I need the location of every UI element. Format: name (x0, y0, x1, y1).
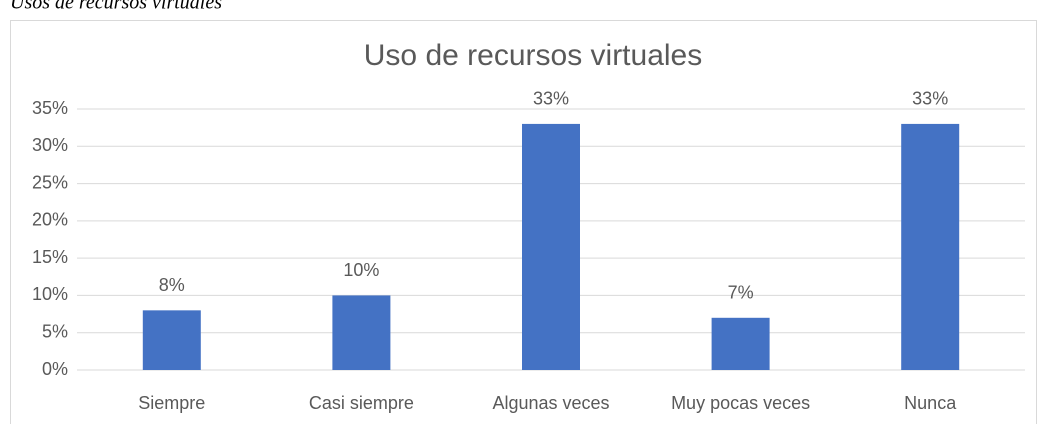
y-tick-label: 0% (42, 359, 68, 379)
caption: Usos de recursos virtuales (10, 0, 222, 14)
x-tick-label: Algunas veces (492, 393, 609, 413)
bar (142, 310, 201, 370)
data-label: 33% (912, 89, 948, 109)
y-tick-label: 5% (42, 321, 68, 341)
y-tick-label: 35% (32, 98, 68, 118)
bar (711, 317, 770, 370)
x-tick-label: Muy pocas veces (671, 393, 810, 413)
bar (332, 295, 391, 370)
x-tick-label: Nunca (904, 393, 957, 413)
y-tick-label: 25% (32, 172, 68, 192)
chart-title: Uso de recursos virtuales (364, 39, 702, 72)
y-tick-label: 10% (32, 284, 68, 304)
bar (522, 123, 580, 371)
x-tick-label: Siempre (138, 393, 205, 413)
x-tick-label: Casi siempre (309, 393, 414, 413)
data-label: 8% (159, 275, 185, 295)
data-label: 10% (343, 260, 379, 280)
bar (901, 123, 960, 371)
y-tick-label: 15% (32, 247, 68, 267)
data-label: 7% (728, 283, 754, 303)
data-label: 33% (533, 89, 569, 109)
y-tick-label: 20% (32, 210, 68, 230)
y-tick-label: 30% (32, 135, 68, 155)
